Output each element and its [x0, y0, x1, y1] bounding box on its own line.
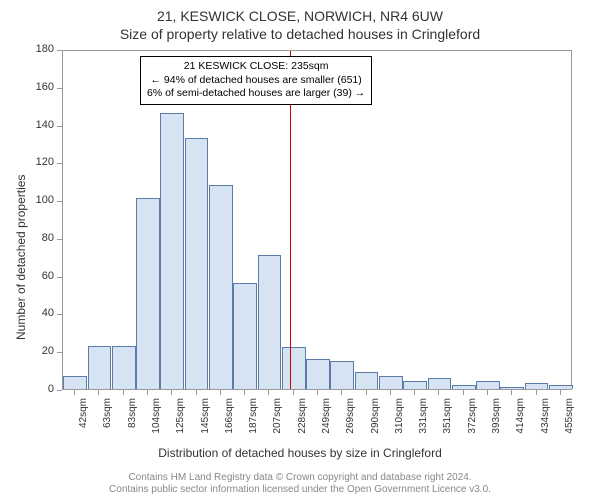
x-tick-label: 393sqm	[491, 398, 502, 438]
x-tick-mark	[171, 390, 172, 395]
x-tick-mark	[123, 390, 124, 395]
y-tick-mark	[57, 88, 62, 89]
x-tick-mark	[414, 390, 415, 395]
x-tick-label: 187sqm	[248, 398, 259, 438]
annotation-line1: 21 KESWICK CLOSE: 235sqm	[147, 60, 365, 74]
footer-line2: Contains public sector information licen…	[0, 484, 600, 496]
histogram-bar	[209, 185, 233, 389]
x-tick-mark	[536, 390, 537, 395]
x-tick-label: 207sqm	[272, 398, 283, 438]
x-tick-label: 249sqm	[321, 398, 332, 438]
x-tick-label: 269sqm	[345, 398, 356, 438]
x-tick-mark	[366, 390, 367, 395]
histogram-bar	[88, 346, 112, 389]
annotation-line2: ← 94% of detached houses are smaller (65…	[147, 74, 365, 88]
x-tick-mark	[560, 390, 561, 395]
x-tick-mark	[220, 390, 221, 395]
histogram-bar	[476, 381, 500, 389]
y-tick-mark	[57, 239, 62, 240]
y-tick-label: 180	[36, 43, 54, 55]
y-tick-label: 100	[36, 194, 54, 206]
y-tick-mark	[57, 201, 62, 202]
x-tick-mark	[74, 390, 75, 395]
chart-title-line2: Size of property relative to detached ho…	[0, 24, 600, 42]
x-tick-mark	[244, 390, 245, 395]
x-tick-mark	[438, 390, 439, 395]
x-tick-label: 414sqm	[515, 398, 526, 438]
x-tick-label: 372sqm	[467, 398, 478, 438]
chart-container: 21, KESWICK CLOSE, NORWICH, NR4 6UW Size…	[0, 0, 600, 500]
histogram-bar	[549, 385, 573, 389]
x-axis-label: Distribution of detached houses by size …	[0, 446, 600, 460]
y-tick-mark	[57, 352, 62, 353]
histogram-bar	[355, 372, 379, 389]
y-tick-mark	[57, 126, 62, 127]
chart-footer: Contains HM Land Registry data © Crown c…	[0, 472, 600, 496]
y-tick-label: 80	[42, 232, 54, 244]
histogram-bar	[500, 387, 524, 389]
y-axis-label: Number of detached properties	[14, 175, 28, 340]
y-tick-mark	[57, 163, 62, 164]
y-tick-label: 160	[36, 81, 54, 93]
x-tick-label: 331sqm	[418, 398, 429, 438]
x-tick-label: 228sqm	[297, 398, 308, 438]
x-tick-label: 145sqm	[200, 398, 211, 438]
histogram-bar	[63, 376, 87, 389]
x-tick-mark	[147, 390, 148, 395]
y-tick-label: 140	[36, 119, 54, 131]
y-tick-label: 40	[42, 307, 54, 319]
histogram-bar	[112, 346, 136, 389]
y-tick-label: 0	[48, 383, 54, 395]
histogram-bar	[525, 383, 549, 389]
y-tick-label: 60	[42, 270, 54, 282]
y-tick-label: 120	[36, 156, 54, 168]
x-tick-mark	[487, 390, 488, 395]
x-tick-label: 290sqm	[370, 398, 381, 438]
x-tick-label: 42sqm	[78, 398, 89, 438]
histogram-bar	[160, 113, 184, 389]
x-tick-label: 310sqm	[394, 398, 405, 438]
histogram-bar	[258, 255, 282, 389]
annotation-box: 21 KESWICK CLOSE: 235sqm← 94% of detache…	[140, 56, 372, 105]
y-tick-label: 20	[42, 345, 54, 357]
x-tick-label: 434sqm	[540, 398, 551, 438]
x-tick-label: 63sqm	[102, 398, 113, 438]
histogram-bar	[379, 376, 403, 389]
x-tick-label: 83sqm	[127, 398, 138, 438]
x-tick-mark	[463, 390, 464, 395]
x-tick-mark	[268, 390, 269, 395]
x-tick-label: 455sqm	[564, 398, 575, 438]
histogram-bar	[185, 138, 209, 389]
x-tick-mark	[390, 390, 391, 395]
x-tick-label: 104sqm	[151, 398, 162, 438]
y-tick-mark	[57, 277, 62, 278]
x-tick-label: 125sqm	[175, 398, 186, 438]
histogram-bar	[306, 359, 330, 389]
histogram-bar	[233, 283, 257, 389]
histogram-bar	[403, 381, 427, 389]
x-tick-mark	[317, 390, 318, 395]
footer-line1: Contains HM Land Registry data © Crown c…	[0, 472, 600, 484]
annotation-line3: 6% of semi-detached houses are larger (3…	[147, 87, 365, 101]
histogram-bar	[330, 361, 354, 389]
x-tick-mark	[511, 390, 512, 395]
x-tick-mark	[341, 390, 342, 395]
y-tick-mark	[57, 50, 62, 51]
y-tick-mark	[57, 314, 62, 315]
x-tick-mark	[293, 390, 294, 395]
x-tick-mark	[196, 390, 197, 395]
y-tick-mark	[57, 390, 62, 391]
histogram-bar	[452, 385, 476, 389]
chart-title-line1: 21, KESWICK CLOSE, NORWICH, NR4 6UW	[0, 0, 600, 24]
histogram-bar	[282, 347, 306, 389]
x-tick-label: 166sqm	[224, 398, 235, 438]
histogram-bar	[428, 378, 452, 389]
x-tick-label: 351sqm	[442, 398, 453, 438]
histogram-bar	[136, 198, 160, 389]
x-tick-mark	[98, 390, 99, 395]
